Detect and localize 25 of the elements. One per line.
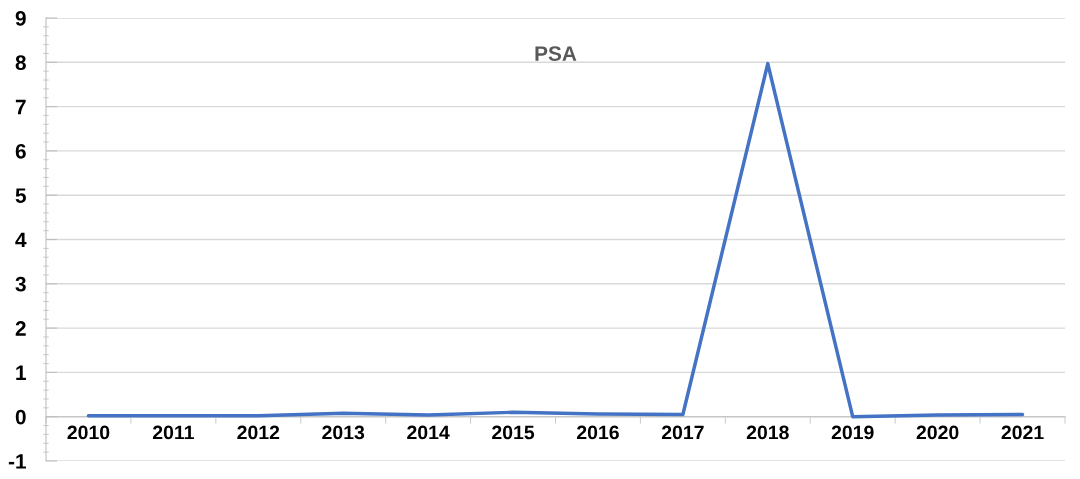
x-tick-label: 2018	[746, 425, 789, 440]
y-tick-label: -1	[8, 454, 26, 469]
y-tick-label: 6	[15, 143, 26, 159]
x-tick-label: 2017	[661, 425, 704, 440]
x-tick-label: 2020	[916, 425, 959, 440]
x-tick-label: 2019	[831, 425, 874, 440]
x-tick-label: 2010	[67, 425, 110, 440]
y-tick-label: 3	[15, 276, 26, 292]
y-tick-label: 9	[15, 11, 26, 26]
text: PSA	[535, 46, 577, 61]
x-tick-label: 2011	[152, 425, 194, 440]
x-tick-label: 2013	[322, 425, 365, 440]
line-series	[86, 61, 1025, 419]
y-tick-label: 4	[15, 232, 27, 248]
x-tick-label: 2015	[492, 425, 535, 440]
x-tick-label: 2014	[407, 425, 450, 440]
y-tick-label: 0	[15, 409, 26, 425]
y-tick-label: 7	[15, 99, 26, 115]
x-tick-label: 2016	[577, 425, 619, 440]
y-tick-label: 5	[15, 188, 26, 203]
y-tick-label: 8	[15, 55, 26, 71]
y-tick-label: 1	[16, 365, 26, 380]
y-tick-label: 2	[15, 321, 26, 336]
x-tick-label: 2012	[237, 425, 280, 440]
x-tick-label: 2021	[1001, 425, 1044, 440]
